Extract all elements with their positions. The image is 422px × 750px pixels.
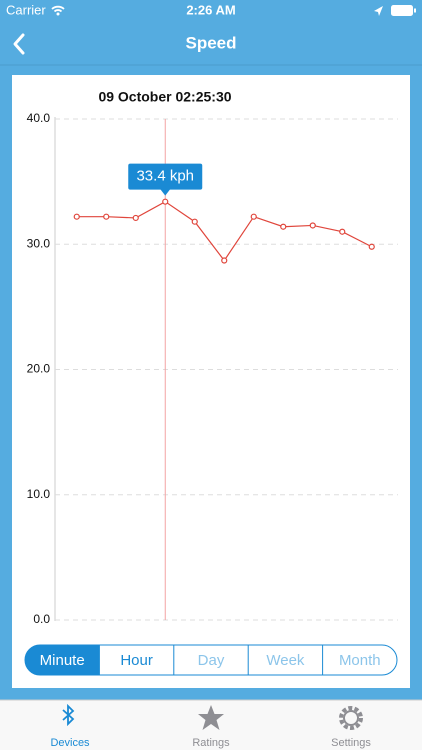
tooltip-pointer — [160, 189, 171, 196]
data-point — [103, 213, 110, 220]
data-point — [280, 223, 287, 230]
range-option[interactable]: Day — [198, 652, 225, 669]
data-point — [73, 213, 80, 220]
back-button[interactable] — [13, 33, 25, 55]
location-icon — [374, 6, 383, 16]
range-option[interactable]: Week — [266, 652, 305, 669]
y-tick-label: 0.0 — [33, 612, 50, 626]
tab-label[interactable]: Ratings — [192, 737, 230, 749]
data-point — [309, 222, 316, 229]
data-point — [250, 213, 257, 220]
battery-icon — [391, 5, 413, 16]
star-icon[interactable] — [198, 705, 224, 730]
wifi-dot — [56, 12, 60, 16]
range-option[interactable]: Hour — [120, 652, 153, 669]
gear-icon[interactable] — [343, 710, 359, 726]
y-tick-label: 40.0 — [27, 111, 51, 125]
tooltip-label: 33.4 kph — [136, 168, 194, 185]
wifi-icon — [51, 5, 65, 13]
clock: 2:26 AM — [186, 2, 235, 17]
tab-label[interactable]: Devices — [50, 737, 90, 749]
data-point — [132, 214, 139, 222]
bluetooth-icon[interactable] — [62, 703, 75, 727]
range-option[interactable]: Minute — [40, 652, 85, 669]
tooltip-box — [128, 163, 203, 190]
y-tick-label: 30.0 — [27, 236, 51, 250]
tab-label[interactable]: Settings — [331, 737, 371, 749]
gear-teeth[interactable] — [339, 706, 363, 730]
nav-title: Speed — [185, 33, 236, 52]
range-option[interactable]: Month — [339, 652, 381, 669]
data-point — [221, 257, 228, 264]
range-option-selected[interactable] — [25, 645, 100, 675]
battery-tip — [414, 8, 416, 13]
chart-card — [12, 75, 410, 688]
data-point — [191, 218, 198, 225]
data-point — [162, 198, 169, 205]
data-point — [339, 228, 346, 235]
y-tick-label: 20.0 — [27, 362, 51, 376]
carrier: Carrier — [6, 2, 46, 17]
y-tick-label: 10.0 — [27, 487, 51, 501]
crosshair-label: 09 October 02:25:30 — [98, 89, 231, 105]
data-point — [368, 243, 375, 250]
